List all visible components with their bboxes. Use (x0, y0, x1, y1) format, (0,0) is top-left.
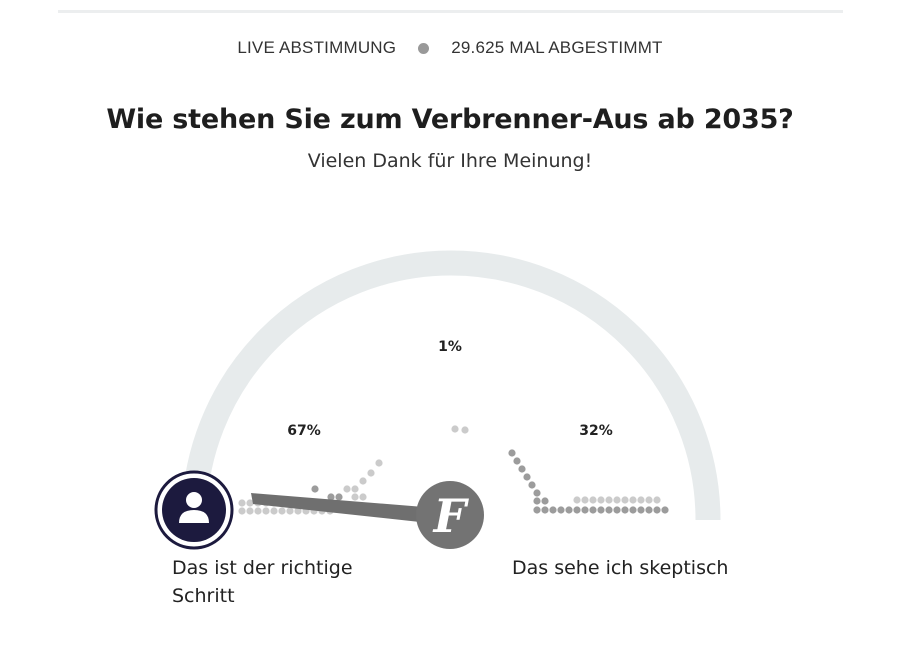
vote-dot (238, 499, 246, 507)
vote-dot (528, 481, 536, 489)
vote-dot (286, 507, 294, 515)
vote-dot (254, 507, 262, 515)
vote-dot (508, 449, 516, 457)
vote-dot (451, 425, 459, 433)
status-dot-icon (418, 42, 430, 54)
vote-dot (327, 493, 335, 501)
vote-dot (629, 496, 637, 504)
vote-dot (541, 506, 549, 514)
vote-dot (605, 506, 613, 514)
top-divider (58, 10, 843, 13)
vote-dot (367, 469, 375, 477)
vote-dot (581, 506, 589, 514)
vote-dot (311, 485, 319, 493)
vote-dot (613, 506, 621, 514)
vote-dot (621, 496, 629, 504)
vote-dot (581, 496, 589, 504)
vote-dot (589, 496, 597, 504)
vote-dot (565, 506, 573, 514)
vote-dot (351, 485, 359, 493)
answer-option-left[interactable]: Das ist der richtige Schritt (172, 557, 353, 607)
vote-dot (461, 426, 469, 434)
vote-dot (637, 506, 645, 514)
vote-dot (661, 506, 669, 514)
vote-dot (621, 506, 629, 514)
vote-dot (533, 497, 541, 505)
percent-label-middle: 1% (438, 339, 462, 355)
live-label: LIVE ABSTIMMUNG (237, 38, 397, 57)
vote-dot (246, 507, 254, 515)
poll-question: Wie stehen Sie zum Verbrenner-Aus ab 203… (106, 104, 794, 135)
user-avatar-icon (154, 470, 234, 550)
svg-text:F: F (432, 489, 470, 543)
vote-dot (637, 496, 645, 504)
vote-dot (513, 457, 521, 465)
vote-dot (573, 506, 581, 514)
percent-label-left: 67% (287, 423, 321, 439)
vote-dot (573, 496, 581, 504)
vote-dot (597, 506, 605, 514)
vote-dot (343, 485, 351, 493)
gauge-needle (251, 493, 424, 522)
vote-dot (246, 499, 254, 507)
faz-f-logo-icon: F (416, 481, 484, 549)
vote-dot (605, 496, 613, 504)
vote-dot (270, 507, 278, 515)
vote-dot (653, 506, 661, 514)
gauge-arc (181, 250, 721, 521)
vote-dot (533, 489, 541, 497)
vote-dot (335, 493, 343, 501)
vote-dot (262, 507, 270, 515)
vote-dot (589, 506, 597, 514)
answer-option-right[interactable]: Das sehe ich skeptisch (512, 557, 729, 579)
vote-dot (359, 493, 367, 501)
vote-dot (294, 507, 302, 515)
thanks-message: Vielen Dank für Ihre Meinung! (307, 150, 593, 172)
vote-dot (645, 496, 653, 504)
vote-dot (653, 496, 661, 504)
vote-dot (518, 465, 526, 473)
vote-dot (375, 459, 383, 467)
vote-dot (613, 496, 621, 504)
vote-dot (351, 493, 359, 501)
vote-dot (645, 506, 653, 514)
vote-dot (557, 506, 565, 514)
vote-dot (523, 473, 531, 481)
vote-dot (238, 507, 246, 515)
percent-label-right: 32% (579, 423, 613, 439)
vote-dot (597, 496, 605, 504)
vote-count: 29.625 MAL ABGESTIMMT (451, 38, 663, 57)
status-bar: LIVE ABSTIMMUNG 29.625 MAL ABGESTIMMT (0, 36, 900, 60)
vote-dot (533, 506, 541, 514)
vote-dot (541, 497, 549, 505)
vote-dot (549, 506, 557, 514)
vote-dot (359, 477, 367, 485)
vote-dot (629, 506, 637, 514)
vote-dot (278, 507, 286, 515)
